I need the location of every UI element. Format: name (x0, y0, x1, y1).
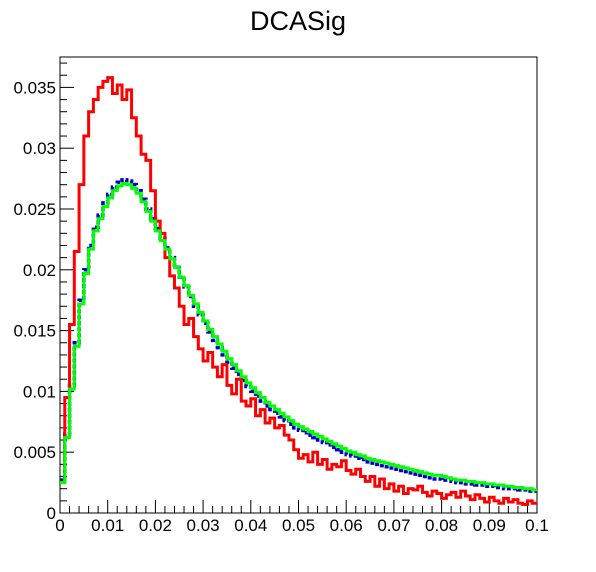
y-tick-label: 0.005 (13, 443, 56, 462)
y-tick-label: 0 (47, 504, 56, 523)
y-tick-label: 0.025 (13, 200, 56, 219)
x-tick-label: 0.05 (282, 516, 315, 535)
y-tick-label: 0.01 (23, 382, 56, 401)
y-tick-label: 0.03 (23, 139, 56, 158)
chart-title: DCASig (250, 6, 346, 36)
x-tick-label: 0.1 (525, 516, 549, 535)
x-tick-label: 0.07 (377, 516, 410, 535)
plot-frame (59, 56, 538, 514)
axes: 0 0.01 0.02 0.03 0.04 0.05 0.06 0.07 0.08 0.09 0.1… (13, 62, 549, 535)
x-tick-label: 0.04 (234, 516, 267, 535)
y-tick-label: 0.015 (13, 322, 56, 341)
x-tick-label: 0.08 (425, 516, 458, 535)
y-tick-label: 0.035 (13, 78, 56, 97)
histogram-series-1 (60, 178, 537, 493)
x-tick-label: 0.03 (187, 516, 220, 535)
histogram-series-3 (60, 181, 537, 492)
x-tick-label: 0.02 (139, 516, 172, 535)
y-tick-label: 0.02 (23, 261, 56, 280)
histogram-series-2 (60, 76, 537, 506)
x-tick-label: 0.09 (473, 516, 506, 535)
series-layer (60, 76, 537, 506)
x-tick-label: 0 (55, 516, 64, 535)
x-tick-label: 0.01 (91, 516, 124, 535)
x-tick-label: 0.06 (330, 516, 363, 535)
